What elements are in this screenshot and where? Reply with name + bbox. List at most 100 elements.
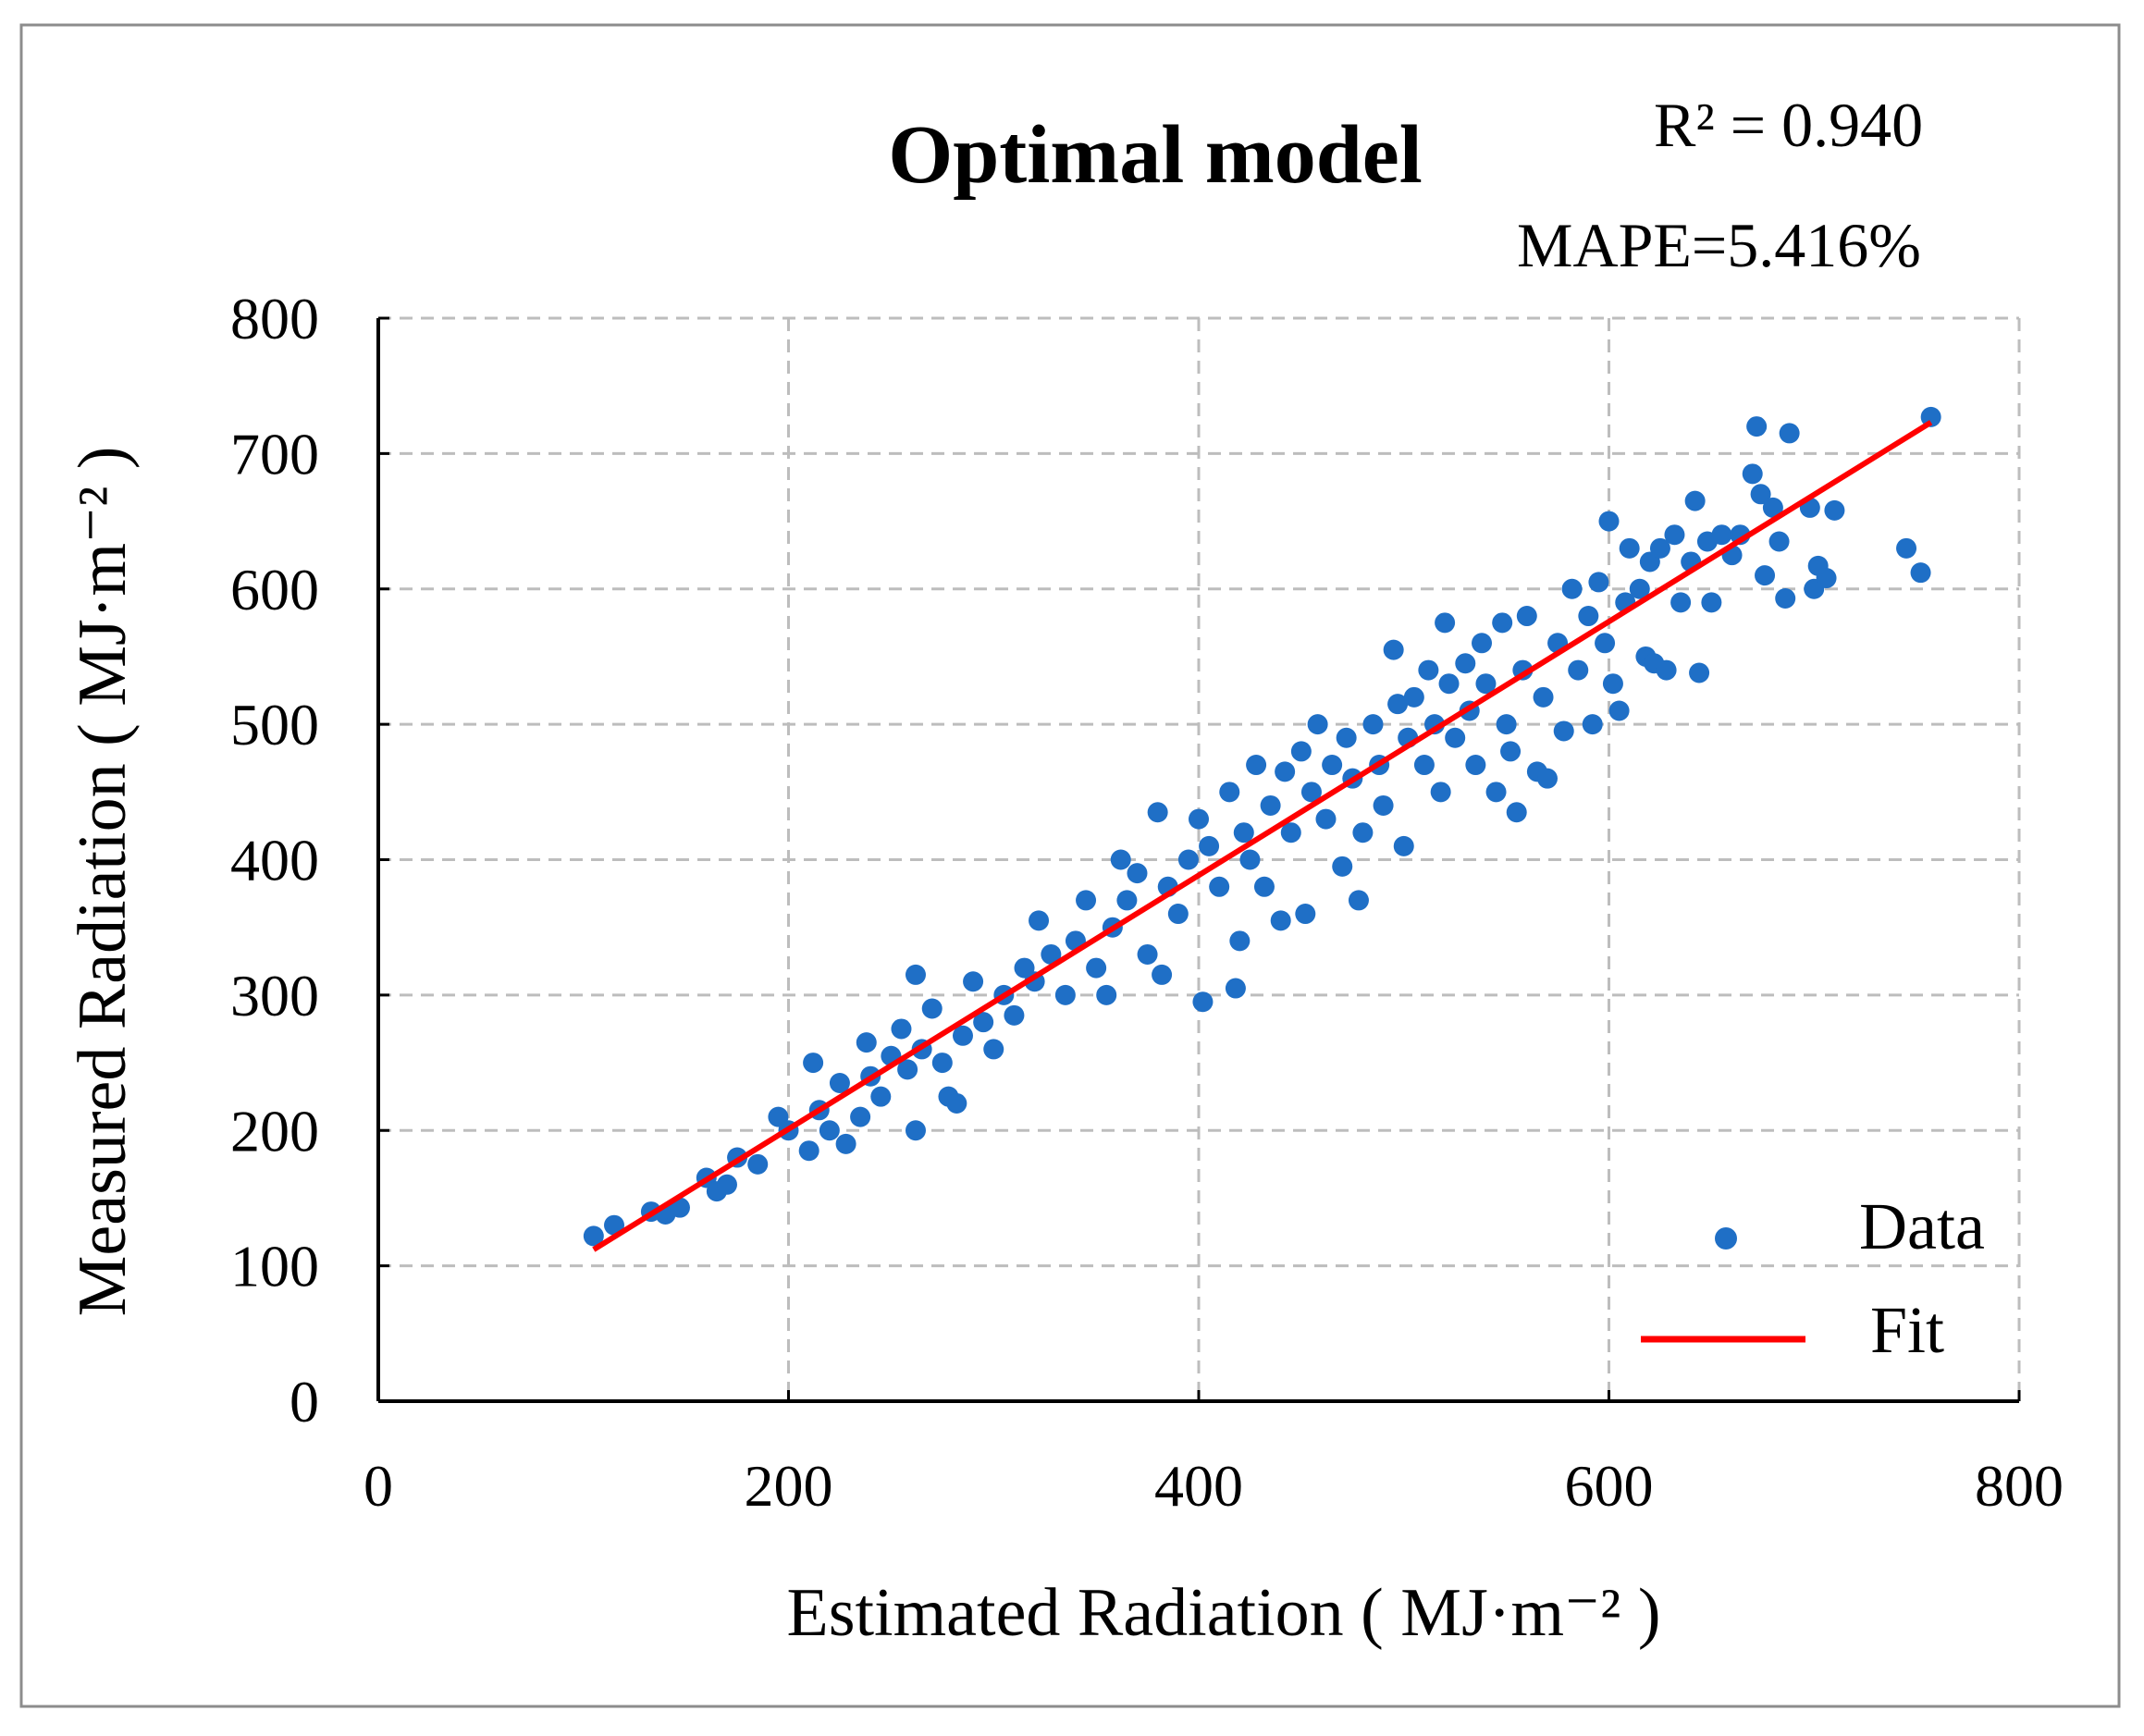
data-point xyxy=(921,998,943,1019)
y-tick-label: 500 xyxy=(230,692,319,757)
data-point xyxy=(1275,761,1296,782)
data-point xyxy=(1536,768,1558,789)
y-tick-label: 800 xyxy=(230,286,319,351)
data-point xyxy=(1516,606,1537,627)
data-point xyxy=(1445,727,1466,748)
data-point xyxy=(1393,835,1414,856)
figure-frame xyxy=(19,23,2121,1708)
data-point xyxy=(1260,794,1281,816)
data-point xyxy=(891,1018,912,1040)
data-point xyxy=(1619,537,1640,559)
data-point xyxy=(1322,755,1343,776)
legend-data-label: Data xyxy=(1859,1189,1985,1263)
chart-title: Optimal model xyxy=(888,109,1423,201)
y-tick-label: 0 xyxy=(290,1369,319,1434)
data-point xyxy=(1598,511,1620,532)
data-point xyxy=(1373,794,1394,816)
tick-labels: 0 200 400 600 800 0 100 200 300 400 500 600 700 800 xyxy=(230,286,2064,1519)
data-point xyxy=(1506,802,1527,823)
data-point xyxy=(897,1059,918,1080)
y-tick-label: 200 xyxy=(230,1098,319,1163)
data-point xyxy=(1649,537,1670,559)
y-tick-label: 700 xyxy=(230,421,319,486)
data-point xyxy=(1233,822,1254,843)
data-point xyxy=(835,1133,856,1154)
data-point xyxy=(1701,592,1722,613)
data-point xyxy=(1152,964,1173,985)
data-point xyxy=(973,1012,994,1033)
data-point xyxy=(1076,890,1097,911)
axes xyxy=(376,316,2021,1403)
data-point xyxy=(1192,991,1214,1013)
data-point xyxy=(1387,694,1409,715)
data-point xyxy=(1348,890,1369,911)
data-point xyxy=(1110,849,1131,870)
data-points xyxy=(583,406,1941,1247)
x-tick-label: 0 xyxy=(363,1453,393,1519)
data-point xyxy=(747,1153,769,1175)
data-point xyxy=(1041,943,1062,965)
data-point xyxy=(1127,863,1148,884)
data-point xyxy=(1352,822,1374,843)
y-axis-label: Measured Radiation ( MJ·m⁻² ) xyxy=(65,447,141,1317)
data-point xyxy=(803,1053,824,1074)
data-point xyxy=(1253,876,1275,897)
data-point xyxy=(1116,890,1138,911)
data-point xyxy=(1209,876,1230,897)
data-point xyxy=(1137,943,1158,965)
data-point xyxy=(1472,633,1493,654)
data-point xyxy=(1270,910,1291,931)
data-point xyxy=(983,1039,1004,1060)
data-point xyxy=(1403,686,1424,708)
data-point xyxy=(1246,755,1267,776)
data-point xyxy=(1629,578,1650,599)
data-point xyxy=(1332,856,1353,877)
data-point xyxy=(1689,662,1710,683)
data-point xyxy=(1280,822,1301,843)
data-point xyxy=(1779,423,1800,444)
data-point xyxy=(1746,416,1768,437)
legend-fit-label: Fit xyxy=(1870,1293,1944,1367)
data-point xyxy=(1029,910,1050,931)
data-point xyxy=(1670,592,1692,613)
y-tick-label: 400 xyxy=(230,828,319,893)
data-point xyxy=(1054,984,1076,1005)
data-point xyxy=(1167,904,1189,925)
mape-annotation: MAPE=5.416% xyxy=(1517,210,1921,280)
data-point xyxy=(856,1032,877,1053)
legend: Data Fit xyxy=(1641,1189,1985,1367)
data-point xyxy=(583,1225,604,1247)
data-point xyxy=(1383,639,1404,660)
x-tick-label: 200 xyxy=(745,1453,833,1519)
data-point xyxy=(1096,984,1117,1005)
data-point xyxy=(1816,568,1837,589)
data-point xyxy=(1189,808,1209,830)
data-point xyxy=(1492,612,1513,634)
data-point xyxy=(905,964,926,985)
data-point xyxy=(1595,633,1616,654)
data-point xyxy=(1307,714,1328,735)
data-point xyxy=(1004,1004,1025,1026)
y-tick-label: 600 xyxy=(230,557,319,622)
x-tick-label: 400 xyxy=(1154,1453,1243,1519)
data-point xyxy=(870,1086,892,1107)
data-point xyxy=(850,1106,871,1127)
data-point xyxy=(829,1073,850,1094)
data-point xyxy=(1300,782,1322,803)
data-point xyxy=(1762,497,1783,518)
legend-data-marker xyxy=(1715,1227,1737,1250)
data-point xyxy=(1430,782,1451,803)
data-point xyxy=(1455,653,1476,674)
x-axis-label: Estimated Radiation ( MJ·m⁻² ) xyxy=(787,1575,1661,1651)
data-point xyxy=(1418,659,1439,681)
data-point xyxy=(963,971,984,992)
data-point xyxy=(931,1053,953,1074)
data-point xyxy=(1896,537,1917,559)
y-tick-label: 100 xyxy=(230,1234,319,1299)
data-point xyxy=(1435,612,1456,634)
data-point xyxy=(798,1140,819,1162)
data-point xyxy=(1533,686,1554,708)
data-point xyxy=(1147,802,1168,823)
data-point xyxy=(1225,978,1246,999)
